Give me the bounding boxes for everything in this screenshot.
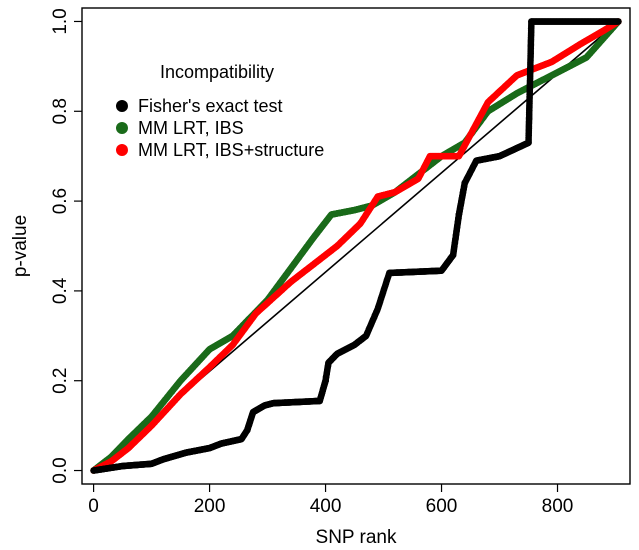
series-mm-lrt-ibs-structure xyxy=(90,18,622,474)
legend-marker-fishers-exact-test xyxy=(116,100,128,112)
x-tick-label: 200 xyxy=(194,496,226,517)
series-fisher-s-exact-test xyxy=(90,18,622,474)
legend: Incompatibility Fisher's exact test MM L… xyxy=(116,62,324,160)
series-layer xyxy=(90,18,622,474)
legend-entry-mm-lrt-ibs: MM LRT, IBS xyxy=(138,118,244,138)
y-tick-label: 1.0 xyxy=(50,8,71,34)
legend-entry-fishers-exact-test: Fisher's exact test xyxy=(138,96,282,116)
data-point xyxy=(615,18,622,25)
y-axis-title: p-value xyxy=(10,215,31,277)
y-tick-label: 0.4 xyxy=(50,277,71,304)
x-axis-title: SNP rank xyxy=(316,527,397,548)
x-tick-label: 600 xyxy=(426,496,458,517)
data-point xyxy=(528,18,535,25)
data-point xyxy=(249,408,257,416)
x-tick-label: 0 xyxy=(88,496,99,517)
y-tick-label: 0.2 xyxy=(50,368,71,394)
data-point xyxy=(461,179,469,187)
data-point xyxy=(325,359,332,367)
plot-frame xyxy=(81,7,631,485)
y-tick-label: 0.6 xyxy=(50,188,71,214)
x-tick-label: 800 xyxy=(542,496,574,517)
y-axis: 0.0 0.2 0.4 0.6 0.8 1.0 xyxy=(50,8,82,484)
legend-entry-mm-lrt-ibs-structure: MM LRT, IBS+structure xyxy=(138,140,324,160)
y-tick-label: 0.8 xyxy=(50,98,71,124)
y-tick-label: 0.0 xyxy=(50,457,71,483)
legend-marker-mm-lrt-ibs xyxy=(116,122,128,134)
legend-title: Incompatibility xyxy=(160,62,274,82)
x-tick-label: 400 xyxy=(310,496,342,517)
legend-marker-mm-lrt-ibs-structure xyxy=(116,144,128,156)
x-axis: 0 200 400 600 800 xyxy=(88,484,573,517)
